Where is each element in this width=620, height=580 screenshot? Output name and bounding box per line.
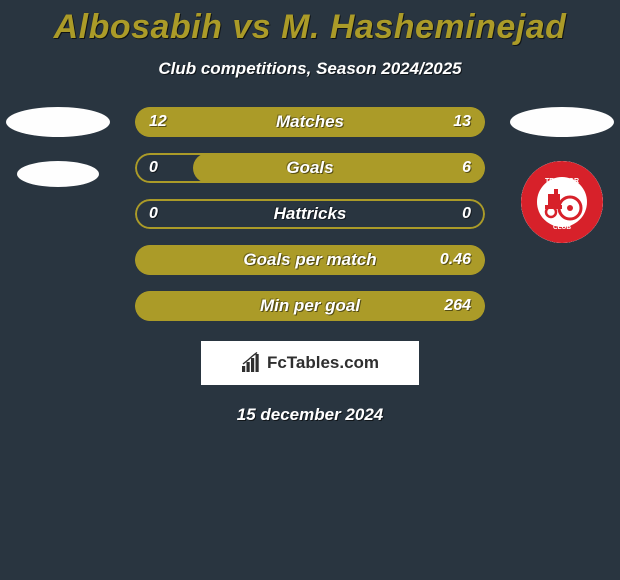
stat-bar: Matches1213 bbox=[135, 107, 485, 137]
stat-bar: Goals06 bbox=[135, 153, 485, 183]
team-badge-placeholder bbox=[6, 107, 110, 137]
brand-box: FcTables.com bbox=[201, 341, 419, 385]
main-row: Matches1213Goals06Hattricks00Goals per m… bbox=[0, 107, 620, 321]
stat-bar: Goals per match0.46 bbox=[135, 245, 485, 275]
stat-bar: Hattricks0 0 bbox=[135, 199, 485, 229]
brand-text: FcTables.com bbox=[267, 353, 379, 373]
date-line: 15 december 2024 bbox=[0, 405, 620, 425]
stat-bars: Matches1213Goals06Hattricks00Goals per m… bbox=[135, 107, 485, 321]
stat-left-value: 0 bbox=[149, 153, 158, 183]
svg-text:TRACTOR: TRACTOR bbox=[545, 178, 579, 185]
stat-left-value: 0 bbox=[149, 199, 158, 229]
team-badge-placeholder bbox=[17, 161, 99, 187]
comparison-infographic: Albosabih vs M. Hasheminejad Club compet… bbox=[0, 0, 620, 425]
svg-text:CLUB: CLUB bbox=[553, 224, 571, 231]
team-badge-placeholder bbox=[510, 107, 614, 137]
page-title: Albosabih vs M. Hasheminejad bbox=[0, 8, 620, 47]
left-badges-col bbox=[3, 107, 113, 187]
stat-bar: Min per goal264 bbox=[135, 291, 485, 321]
stat-right-value: 0 bbox=[462, 199, 471, 229]
subtitle: Club competitions, Season 2024/2025 bbox=[0, 59, 620, 79]
tractor-club-badge: TRACTOR CLUB bbox=[521, 161, 603, 243]
bars-chart-icon bbox=[241, 352, 263, 374]
stat-label: Hattricks bbox=[135, 199, 485, 229]
tractor-badge-icon: TRACTOR CLUB bbox=[521, 161, 603, 243]
right-badges-col: TRACTOR CLUB bbox=[507, 107, 617, 243]
brand-logo: FcTables.com bbox=[241, 352, 379, 374]
